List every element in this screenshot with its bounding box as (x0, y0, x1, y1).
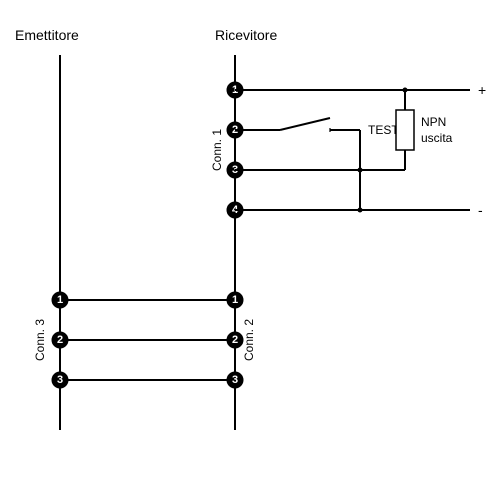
emitter-conn3-pin1-num: 1 (57, 294, 63, 306)
npn-output-box (396, 110, 414, 150)
junction-test-minus (358, 208, 363, 213)
npn-label-top: NPN (421, 115, 446, 129)
emitter-title: Emettitore (15, 27, 79, 43)
plus-label: + (478, 82, 486, 98)
receiver-conn2-pin2-num: 2 (232, 334, 238, 346)
junction-res-plus (403, 88, 408, 93)
npn-label-bottom: uscita (421, 131, 453, 145)
receiver-conn2-pin1-num: 1 (232, 294, 238, 306)
conn2-label: Conn. 2 (242, 319, 256, 361)
receiver-conn2-pin3-num: 3 (232, 374, 238, 386)
emitter-conn3-pin2-num: 2 (57, 334, 63, 346)
emitter-conn3-pin3-num: 3 (57, 374, 63, 386)
test-label: TEST (368, 123, 399, 137)
receiver-title: Ricevitore (215, 27, 277, 43)
conn3-label: Conn. 3 (33, 319, 47, 361)
conn1-label: Conn. 1 (210, 129, 224, 171)
minus-label: - (478, 202, 483, 218)
